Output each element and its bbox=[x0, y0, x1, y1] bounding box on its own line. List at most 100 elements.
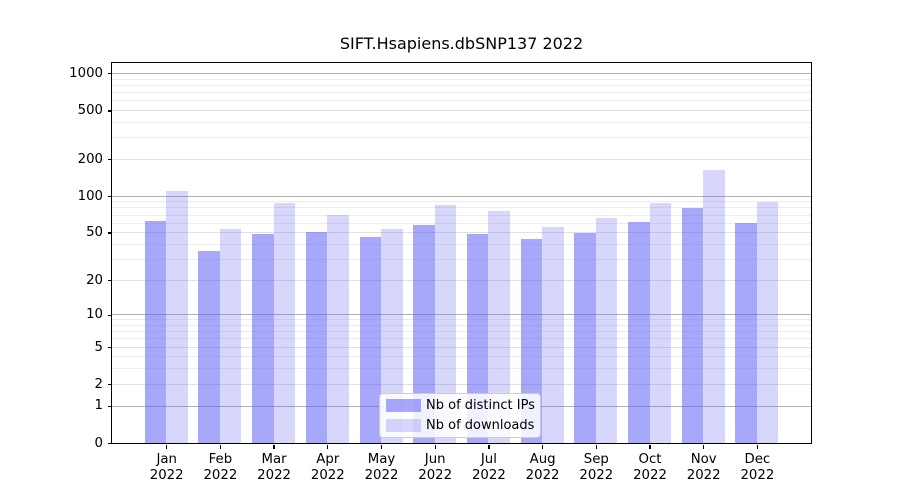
x-tick-label-year: 2022 bbox=[203, 467, 238, 483]
y-tick-label-200: 200 bbox=[77, 151, 103, 167]
x-tick-label-month: Nov bbox=[690, 452, 717, 467]
gridline-6 bbox=[111, 338, 811, 340]
x-tick-mark-oct bbox=[649, 444, 651, 450]
y-tick-mark-100 bbox=[107, 195, 112, 198]
bar-feb-distinct-ips bbox=[198, 251, 220, 444]
bar-feb-downloads bbox=[219, 228, 242, 444]
y-tick-label-1000: 1000 bbox=[69, 65, 103, 81]
x-tick-label-month: Jul bbox=[480, 452, 497, 467]
gridline-100 bbox=[111, 195, 811, 197]
y-tick-label-100: 100 bbox=[77, 188, 103, 204]
gridline-4 bbox=[111, 356, 811, 358]
y-tick-mark-200 bbox=[107, 159, 112, 161]
y-tick-label-0: 0 bbox=[94, 435, 103, 451]
y-tick-label-2: 2 bbox=[94, 376, 103, 392]
gridline-20 bbox=[111, 279, 811, 281]
y-tick-label-50: 50 bbox=[86, 225, 103, 241]
x-tick-label-month: Jun bbox=[424, 452, 446, 467]
x-tick-label-aug: Aug 2022 bbox=[511, 452, 575, 483]
gridline-80 bbox=[111, 207, 811, 209]
x-tick-label-year: 2022 bbox=[310, 467, 345, 483]
bar-nov-distinct-ips bbox=[681, 207, 704, 444]
x-tick-label-month: Mar bbox=[261, 452, 287, 467]
gridline-40 bbox=[111, 243, 811, 245]
bar-aug-distinct-ips bbox=[520, 239, 543, 444]
gridline-5 bbox=[111, 346, 811, 348]
x-tick-label-jan: Jan 2022 bbox=[135, 452, 199, 483]
gridline-9 bbox=[111, 319, 811, 321]
x-tick-label-month: Aug bbox=[529, 452, 556, 467]
x-tick-label-year: 2022 bbox=[633, 467, 667, 483]
x-tick-label-year: 2022 bbox=[740, 467, 775, 483]
x-tick-mark-jan bbox=[166, 444, 168, 450]
bar-may-downloads bbox=[381, 228, 403, 444]
x-tick-label-year: 2022 bbox=[149, 467, 184, 483]
x-tick-label-year: 2022 bbox=[364, 467, 399, 483]
x-tick-mark-may bbox=[380, 444, 383, 450]
y-tick-label-20: 20 bbox=[86, 272, 103, 288]
y-tick-label-5: 5 bbox=[94, 339, 103, 355]
bar-jan-distinct-ips bbox=[144, 220, 167, 444]
x-tick-label-nov: Nov 2022 bbox=[672, 452, 736, 483]
chart-title: SIFT.Hsapiens.dbSNP137 2022 bbox=[339, 34, 584, 53]
x-tick-label-year: 2022 bbox=[525, 467, 560, 483]
x-tick-label-may: May 2022 bbox=[350, 452, 414, 483]
y-tick-mark-1 bbox=[107, 405, 112, 408]
x-tick-mark-feb bbox=[219, 444, 222, 450]
plot-area bbox=[110, 62, 812, 445]
gridline-400 bbox=[111, 121, 811, 123]
gridline-600 bbox=[111, 100, 811, 102]
gridline-2 bbox=[111, 383, 811, 385]
x-tick-label-apr: Apr 2022 bbox=[296, 452, 360, 483]
gridline-10 bbox=[111, 314, 811, 316]
gridline-60 bbox=[111, 222, 811, 224]
x-tick-label-year: 2022 bbox=[418, 467, 453, 483]
bar-apr-downloads bbox=[327, 215, 349, 444]
bar-may-distinct-ips bbox=[359, 237, 382, 444]
x-tick-label-month: Dec bbox=[744, 452, 771, 467]
gridline-8 bbox=[111, 325, 811, 327]
gridline-90 bbox=[111, 201, 811, 203]
legend-item-downloads: Nb of downloads bbox=[386, 418, 535, 432]
x-tick-label-mar: Mar 2022 bbox=[242, 452, 306, 483]
y-tick-mark-1000 bbox=[107, 73, 112, 75]
x-tick-mark-apr bbox=[327, 444, 329, 450]
y-tick-mark-0 bbox=[107, 442, 112, 445]
y-tick-label-10: 10 bbox=[86, 307, 103, 323]
x-tick-label-month: Jan bbox=[156, 452, 177, 467]
x-tick-label-year: 2022 bbox=[686, 467, 721, 483]
x-tick-label-sep: Sep 2022 bbox=[564, 452, 628, 483]
x-tick-mark-dec bbox=[756, 444, 759, 450]
y-tick-label-500: 500 bbox=[77, 102, 103, 118]
x-tick-label-oct: Oct 2022 bbox=[618, 452, 682, 483]
x-tick-mark-nov bbox=[703, 444, 705, 450]
bar-jan-downloads bbox=[166, 191, 188, 444]
gridline-50 bbox=[111, 232, 811, 234]
x-tick-mark-sep bbox=[595, 444, 597, 450]
bar-oct-downloads bbox=[649, 202, 672, 444]
legend-label-distinct-ips: Nb of distinct IPs bbox=[426, 397, 535, 413]
x-tick-label-year: 2022 bbox=[579, 467, 614, 483]
gridline-500 bbox=[111, 109, 811, 111]
bar-sep-downloads bbox=[595, 218, 618, 444]
x-tick-label-feb: Feb 2022 bbox=[188, 452, 252, 483]
bar-aug-downloads bbox=[542, 226, 564, 444]
x-tick-label-month: Sep bbox=[583, 452, 609, 467]
gridline-700 bbox=[111, 92, 811, 93]
y-tick-mark-50 bbox=[107, 232, 112, 234]
legend-swatch-distinct-ips bbox=[386, 398, 421, 412]
bar-dec-downloads bbox=[756, 202, 779, 444]
gridline-300 bbox=[111, 137, 811, 139]
y-tick-mark-10 bbox=[107, 314, 112, 316]
bar-apr-distinct-ips bbox=[305, 231, 328, 444]
y-tick-label-1: 1 bbox=[94, 398, 103, 414]
gridline-1000 bbox=[111, 72, 811, 74]
bar-jul-distinct-ips bbox=[466, 233, 489, 444]
bar-mar-distinct-ips bbox=[252, 233, 274, 444]
gridline-200 bbox=[111, 158, 811, 160]
bar-mar-downloads bbox=[273, 202, 296, 444]
x-tick-label-month: Feb bbox=[208, 452, 233, 467]
x-tick-label-jul: Jul 2022 bbox=[457, 452, 521, 483]
gridline-800 bbox=[111, 84, 811, 86]
